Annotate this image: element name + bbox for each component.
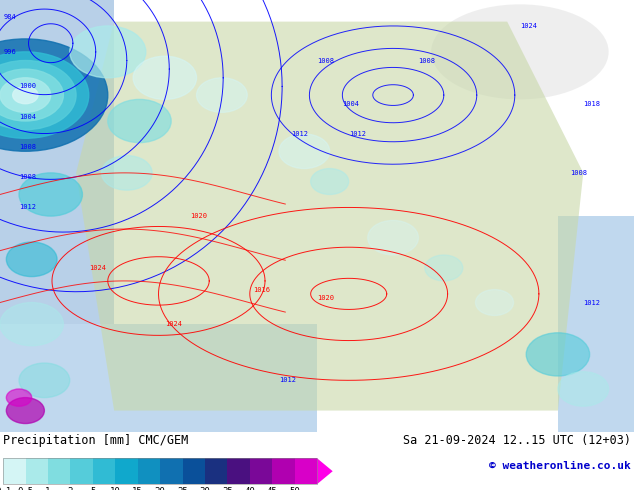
Text: 1012: 1012 — [583, 299, 600, 306]
Bar — [250, 458, 272, 484]
Text: 984: 984 — [3, 14, 16, 20]
Text: 1024: 1024 — [89, 265, 106, 271]
Text: 1004: 1004 — [19, 114, 36, 120]
Text: 1: 1 — [45, 487, 51, 490]
Text: © weatheronline.co.uk: © weatheronline.co.uk — [489, 461, 631, 471]
Circle shape — [133, 56, 197, 99]
Text: 1012: 1012 — [19, 204, 36, 210]
Text: 45: 45 — [267, 487, 278, 490]
Text: 0.5: 0.5 — [18, 487, 34, 490]
Text: 10: 10 — [110, 487, 120, 490]
Text: 30: 30 — [200, 487, 210, 490]
Circle shape — [0, 39, 108, 151]
Text: 1008: 1008 — [571, 170, 588, 176]
Circle shape — [101, 156, 152, 190]
Circle shape — [0, 60, 76, 130]
Circle shape — [0, 302, 63, 346]
Text: 996: 996 — [3, 49, 16, 55]
Circle shape — [425, 255, 463, 281]
Bar — [228, 458, 250, 484]
Bar — [558, 216, 634, 432]
Circle shape — [279, 134, 330, 169]
Circle shape — [6, 242, 57, 276]
Text: 25: 25 — [177, 487, 188, 490]
Polygon shape — [76, 22, 583, 411]
Text: Precipitation [mm] CMC/GEM: Precipitation [mm] CMC/GEM — [3, 434, 188, 447]
Circle shape — [108, 99, 171, 143]
Text: 35: 35 — [222, 487, 233, 490]
Text: 1016: 1016 — [254, 287, 271, 293]
Circle shape — [13, 86, 38, 104]
Text: 50: 50 — [289, 487, 300, 490]
Text: 2: 2 — [68, 487, 73, 490]
Text: 40: 40 — [244, 487, 255, 490]
Text: 0.1: 0.1 — [0, 487, 11, 490]
Text: 20: 20 — [155, 487, 165, 490]
Circle shape — [19, 363, 70, 397]
Circle shape — [197, 78, 247, 112]
Text: Sa 21-09-2024 12..15 UTC (12+03): Sa 21-09-2024 12..15 UTC (12+03) — [403, 434, 631, 447]
Bar — [205, 458, 228, 484]
Ellipse shape — [431, 4, 609, 99]
Circle shape — [558, 372, 609, 406]
Text: 1008: 1008 — [418, 57, 436, 64]
Polygon shape — [317, 458, 333, 484]
Bar — [93, 458, 115, 484]
Circle shape — [70, 26, 146, 78]
Text: 1000: 1000 — [19, 83, 36, 90]
Circle shape — [0, 78, 51, 112]
Text: 1012: 1012 — [279, 377, 296, 383]
Bar — [295, 458, 317, 484]
Circle shape — [476, 290, 514, 316]
Bar — [0, 324, 317, 432]
Bar — [183, 458, 205, 484]
Text: 5: 5 — [90, 487, 96, 490]
Circle shape — [311, 169, 349, 195]
Bar — [3, 458, 25, 484]
Text: 1012: 1012 — [349, 131, 366, 137]
Circle shape — [526, 333, 590, 376]
Text: 1012: 1012 — [292, 131, 309, 137]
Bar — [160, 458, 183, 484]
Text: 1024: 1024 — [165, 321, 182, 327]
Circle shape — [19, 173, 82, 216]
Bar — [3, 458, 317, 484]
Bar — [138, 458, 160, 484]
Bar — [25, 458, 48, 484]
Text: 1024: 1024 — [520, 23, 537, 29]
Circle shape — [0, 52, 89, 138]
Bar — [272, 458, 295, 484]
Circle shape — [0, 69, 63, 121]
Bar — [115, 458, 138, 484]
Bar — [48, 458, 70, 484]
Bar — [0, 0, 114, 432]
Circle shape — [368, 220, 418, 255]
Text: 1008: 1008 — [19, 174, 36, 180]
Text: 15: 15 — [133, 487, 143, 490]
Text: 1020: 1020 — [317, 295, 334, 301]
Text: 1008: 1008 — [19, 144, 36, 150]
Bar — [70, 458, 93, 484]
Circle shape — [6, 389, 32, 406]
Text: 1004: 1004 — [342, 101, 359, 107]
Circle shape — [6, 397, 44, 423]
Text: 1020: 1020 — [190, 213, 207, 219]
Text: 1008: 1008 — [317, 57, 334, 64]
Text: 1018: 1018 — [583, 101, 600, 107]
